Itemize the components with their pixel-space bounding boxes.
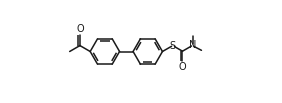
Text: O: O <box>179 62 186 72</box>
Text: S: S <box>170 41 176 51</box>
Text: O: O <box>76 24 84 34</box>
Text: N: N <box>189 40 197 50</box>
